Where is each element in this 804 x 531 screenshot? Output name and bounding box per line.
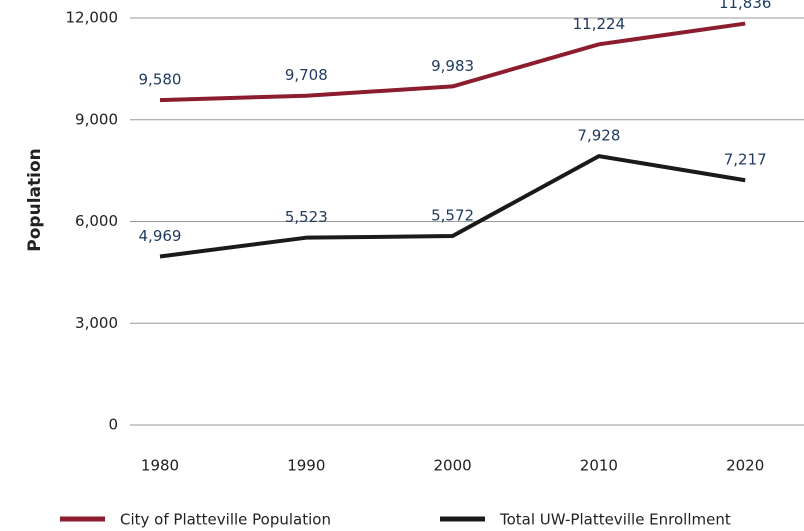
y-tick-label: 6,000 <box>75 212 118 230</box>
legend-label: Total UW-Platteville Enrollment <box>499 511 731 529</box>
data-label: 11,836 <box>719 0 772 12</box>
y-tick-label: 12,000 <box>66 9 119 27</box>
legend-label: City of Platteville Population <box>120 511 331 529</box>
data-label: 9,983 <box>431 57 474 75</box>
y-axis-label: Population <box>25 148 45 251</box>
y-tick-label: 3,000 <box>75 314 118 332</box>
y-tick-label: 0 <box>108 416 118 434</box>
x-tick-label: 2000 <box>434 457 472 475</box>
series-line <box>159 154 746 259</box>
data-label: 7,217 <box>724 151 767 169</box>
series-line <box>159 21 746 103</box>
data-label: 9,708 <box>285 66 328 84</box>
data-label: 7,928 <box>577 127 620 145</box>
x-tick-label: 1980 <box>141 457 179 475</box>
data-label: 5,523 <box>285 208 328 226</box>
data-label: 11,224 <box>573 15 626 33</box>
data-label: 9,580 <box>139 71 182 89</box>
data-label: 5,572 <box>431 207 474 225</box>
data-label: 4,969 <box>139 227 182 245</box>
x-tick-label: 1990 <box>287 457 325 475</box>
x-tick-label: 2010 <box>580 457 618 475</box>
x-tick-label: 2020 <box>726 457 764 475</box>
y-tick-label: 9,000 <box>75 110 118 128</box>
